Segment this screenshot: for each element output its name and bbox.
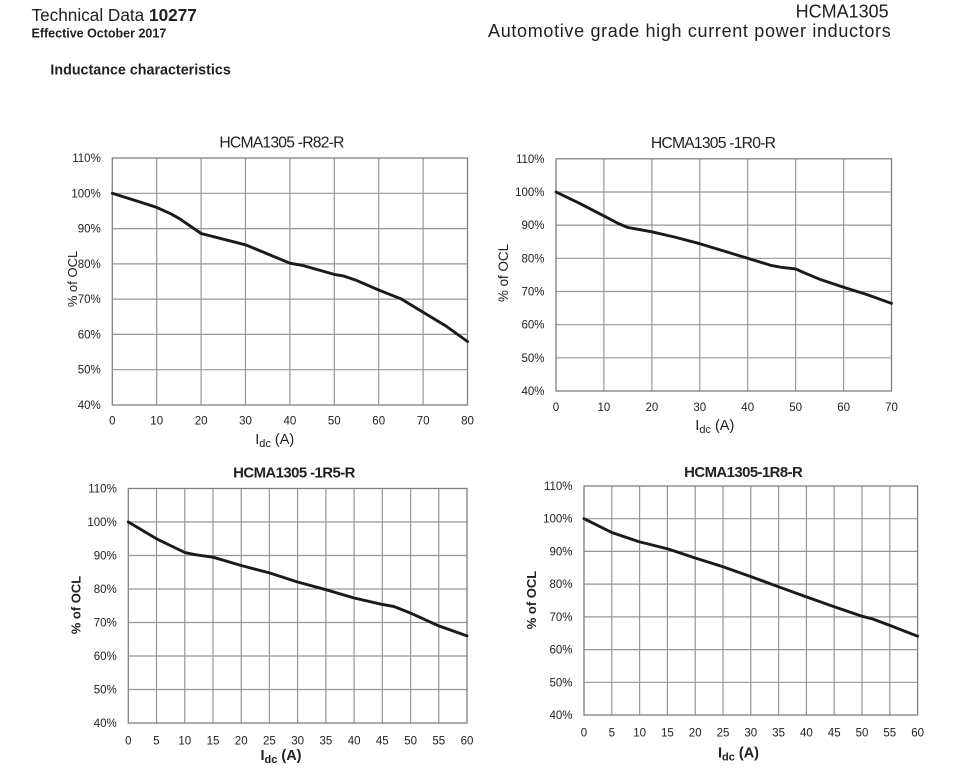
svg-text:30: 30 [239,416,252,428]
svg-text:50: 50 [404,735,417,747]
svg-text:% of OCL: % of OCL [524,571,539,630]
svg-text:40%: 40% [549,710,572,722]
svg-text:25: 25 [717,728,730,740]
svg-text:0: 0 [581,728,587,740]
svg-text:10: 10 [150,416,163,428]
svg-text:10: 10 [178,735,191,747]
svg-text:60%: 60% [94,651,117,663]
svg-text:20: 20 [235,735,248,747]
svg-text:50%: 50% [549,677,572,689]
svg-text:Automotive grade high current: Automotive grade high current power indu… [488,21,891,41]
svg-text:HCMA1305 -R82-R: HCMA1305 -R82-R [219,135,344,152]
svg-text:70: 70 [417,416,430,428]
svg-text:25: 25 [263,735,276,747]
svg-text:90%: 90% [521,220,544,232]
svg-text:% of OCL: % of OCL [65,251,80,307]
svg-text:Idc (A): Idc (A) [695,418,734,436]
svg-text:10: 10 [598,402,611,414]
svg-text:70%: 70% [549,612,572,624]
svg-text:70%: 70% [94,618,117,630]
svg-text:55: 55 [883,728,896,740]
svg-text:HCMA1305: HCMA1305 [796,1,889,21]
svg-text:80%: 80% [549,579,572,591]
svg-text:30: 30 [291,735,304,747]
svg-text:50%: 50% [521,353,544,365]
svg-text:45: 45 [376,735,389,747]
svg-text:90%: 90% [549,546,572,558]
svg-text:20: 20 [195,416,208,428]
svg-text:5: 5 [153,735,159,747]
svg-text:110%: 110% [516,154,545,166]
svg-text:Idc (A): Idc (A) [255,432,294,450]
svg-text:60%: 60% [549,645,572,657]
svg-text:HCMA1305 -1R0-R: HCMA1305 -1R0-R [651,135,776,152]
svg-text:Idc (A): Idc (A) [260,748,301,766]
svg-text:55: 55 [432,735,445,747]
svg-text:80%: 80% [78,259,101,271]
svg-text:60: 60 [372,416,385,428]
svg-text:40%: 40% [78,400,101,412]
svg-text:30: 30 [693,402,706,414]
svg-text:15: 15 [661,728,674,740]
svg-text:80: 80 [461,416,474,428]
svg-text:110%: 110% [72,153,101,165]
svg-text:100%: 100% [71,188,100,200]
svg-text:40: 40 [800,728,813,740]
svg-text:110%: 110% [544,481,573,493]
svg-text:HCMA1305-1R8-R: HCMA1305-1R8-R [684,465,803,481]
svg-text:110%: 110% [88,484,117,496]
svg-text:50%: 50% [78,365,101,377]
svg-text:Technical Data 10277: Technical Data 10277 [32,5,197,25]
svg-text:50%: 50% [94,685,117,697]
svg-text:0: 0 [125,735,131,747]
svg-text:70%: 70% [78,294,101,306]
svg-text:90%: 90% [94,551,117,563]
svg-text:90%: 90% [78,224,101,236]
svg-text:40: 40 [741,402,754,414]
svg-text:Effective October 2017: Effective October 2017 [32,26,167,40]
svg-text:40%: 40% [521,386,544,398]
svg-text:10: 10 [633,728,646,740]
svg-text:40: 40 [284,416,297,428]
svg-text:5: 5 [609,728,615,740]
svg-text:60%: 60% [521,320,544,332]
svg-text:50: 50 [789,402,802,414]
svg-text:% of OCL: % of OCL [496,244,511,302]
svg-text:40: 40 [348,735,361,747]
svg-text:60: 60 [461,735,474,747]
svg-text:20: 20 [646,402,659,414]
svg-text:15: 15 [207,735,220,747]
svg-text:50: 50 [328,416,341,428]
svg-text:35: 35 [320,735,333,747]
svg-text:60: 60 [911,728,924,740]
svg-text:60%: 60% [78,329,101,341]
svg-text:45: 45 [828,728,841,740]
svg-text:Inductance characteristics: Inductance characteristics [50,62,230,78]
svg-text:0: 0 [553,402,559,414]
svg-text:Idc (A): Idc (A) [718,745,759,763]
svg-text:80%: 80% [521,253,544,265]
svg-text:100%: 100% [515,187,544,199]
svg-text:30: 30 [744,728,757,740]
svg-text:70: 70 [885,402,898,414]
svg-text:70%: 70% [521,287,544,299]
svg-text:100%: 100% [87,517,116,529]
svg-text:20: 20 [689,728,702,740]
svg-text:% of OCL: % of OCL [69,576,84,635]
svg-text:100%: 100% [543,514,572,526]
svg-text:35: 35 [772,728,785,740]
svg-text:50: 50 [856,728,869,740]
svg-text:40%: 40% [94,718,117,730]
svg-text:60: 60 [837,402,850,414]
svg-text:80%: 80% [94,584,117,596]
svg-text:HCMA1305 -1R5-R: HCMA1305 -1R5-R [233,466,355,482]
svg-text:0: 0 [109,416,115,428]
